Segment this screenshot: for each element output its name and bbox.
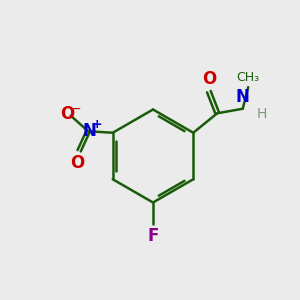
Text: O: O [70, 154, 85, 172]
Text: N: N [236, 88, 250, 106]
Text: O: O [202, 70, 216, 88]
Text: H: H [257, 107, 267, 121]
Text: F: F [147, 227, 159, 245]
Text: +: + [92, 118, 102, 131]
Text: CH₃: CH₃ [237, 70, 260, 83]
Text: −: − [70, 102, 81, 116]
Text: N: N [83, 122, 97, 140]
Text: O: O [60, 105, 74, 123]
